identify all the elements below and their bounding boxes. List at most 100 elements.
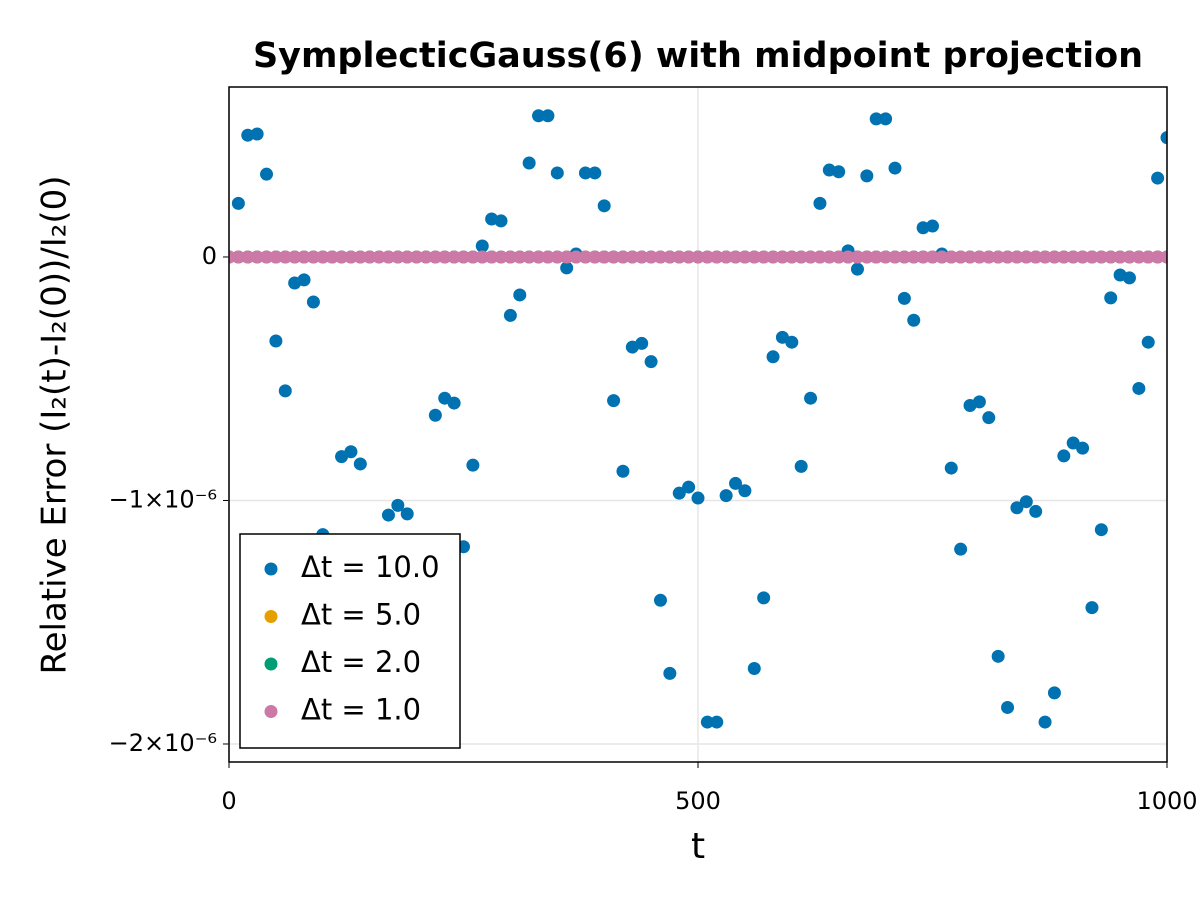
point [869, 250, 883, 264]
point [653, 593, 667, 607]
point [747, 661, 761, 675]
point [522, 250, 536, 264]
point [644, 250, 658, 264]
point [1094, 250, 1108, 264]
point [804, 250, 818, 264]
point [1010, 501, 1024, 515]
legend-marker [264, 705, 278, 718]
point [869, 112, 883, 126]
point [278, 250, 292, 264]
point [447, 250, 461, 264]
point [260, 250, 274, 264]
point [653, 250, 667, 264]
point [278, 384, 292, 398]
point [972, 395, 986, 409]
point [541, 250, 555, 264]
legend-marker [264, 657, 278, 671]
point [672, 250, 686, 264]
point [691, 250, 705, 264]
point [897, 250, 911, 264]
point [1094, 523, 1108, 537]
point [850, 262, 864, 276]
point [804, 391, 818, 405]
point [738, 484, 752, 498]
point [775, 250, 789, 264]
point [954, 250, 968, 264]
point [381, 508, 395, 522]
point [569, 250, 583, 264]
point [306, 250, 320, 264]
point [1057, 250, 1071, 264]
point [1001, 700, 1015, 714]
point [832, 165, 846, 179]
point [503, 250, 517, 264]
point [719, 250, 733, 264]
point [297, 250, 311, 264]
point [400, 250, 414, 264]
point [1085, 250, 1099, 264]
point [588, 250, 602, 264]
point [635, 336, 649, 350]
point [541, 109, 555, 123]
point [972, 250, 986, 264]
point [644, 355, 658, 369]
plot-frame [228, 86, 1168, 763]
point [794, 459, 808, 473]
point [381, 250, 395, 264]
point [1141, 250, 1155, 264]
point [813, 196, 827, 210]
point [344, 445, 358, 459]
point [616, 250, 630, 264]
point [944, 461, 958, 475]
point [672, 486, 686, 500]
point [747, 250, 761, 264]
point [616, 464, 630, 478]
x-axis-label: t [691, 826, 705, 867]
point [879, 250, 893, 264]
point [1151, 171, 1165, 185]
point [1047, 250, 1061, 264]
point [325, 250, 339, 264]
point [532, 250, 546, 264]
point [860, 169, 874, 183]
point [1001, 250, 1015, 264]
point [335, 250, 349, 264]
point [353, 250, 367, 264]
legend-label: Δt = 1.0 [301, 693, 421, 727]
point [991, 649, 1005, 663]
point [682, 250, 696, 264]
point [1104, 250, 1118, 264]
point [288, 250, 302, 264]
point [822, 250, 836, 264]
point [250, 250, 264, 264]
point [1038, 250, 1052, 264]
point [700, 715, 714, 729]
point [560, 261, 574, 275]
point [1047, 686, 1061, 700]
y-tick-label: −1×10⁻⁶ [109, 485, 217, 513]
point [607, 250, 621, 264]
point [982, 250, 996, 264]
point [400, 507, 414, 521]
legend-label: Δt = 10.0 [301, 550, 440, 584]
legend: Δt = 10.0 Δt = 5.0 Δt = 2.0 Δt = 1.0 [239, 533, 461, 749]
legend-marker [264, 610, 278, 623]
point [578, 250, 592, 264]
x-tick-label: 0 [221, 787, 236, 815]
plot-area [229, 109, 1167, 729]
y-tick-label: 0 [202, 242, 217, 270]
point [269, 334, 283, 348]
point [1122, 250, 1136, 264]
point [794, 250, 808, 264]
point [428, 250, 442, 264]
point [607, 394, 621, 408]
point [550, 250, 564, 264]
point [1066, 250, 1080, 264]
point [738, 250, 752, 264]
point [1057, 449, 1071, 463]
point [391, 250, 405, 264]
point [729, 250, 743, 264]
point [1141, 335, 1155, 349]
point [494, 214, 508, 228]
point [597, 199, 611, 213]
